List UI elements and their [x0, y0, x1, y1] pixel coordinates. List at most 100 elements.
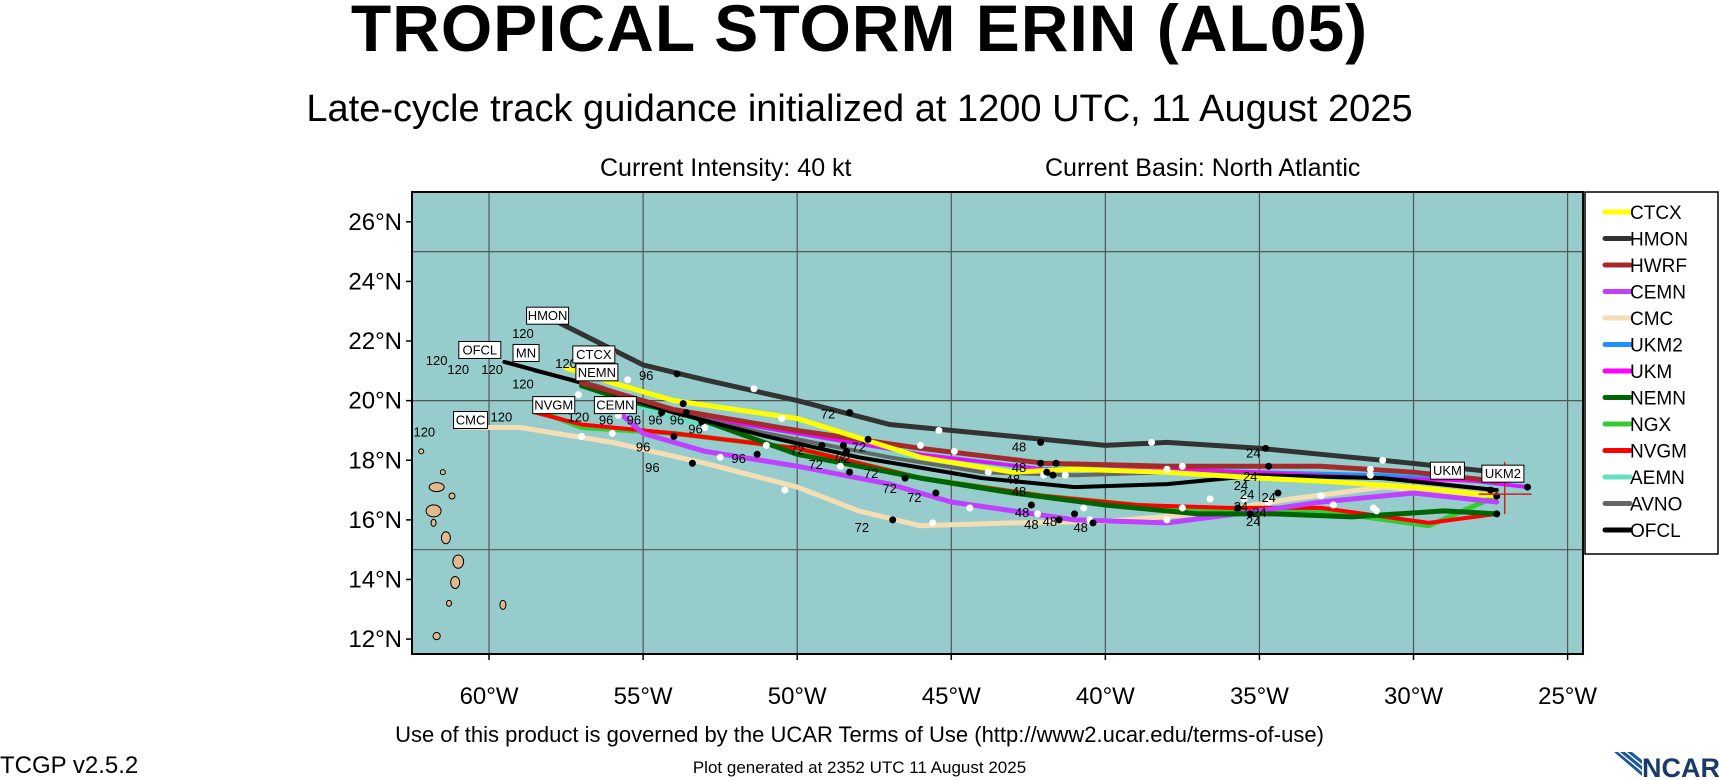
model-label-cemn: CEMN: [593, 396, 637, 415]
island-shape: [418, 448, 425, 455]
track-cemn: [609, 404, 1500, 526]
forecast-hour-label: 72: [808, 457, 822, 472]
model-label-text: CMC: [456, 413, 486, 428]
track-dot-white: [701, 423, 709, 431]
ocean-background: [412, 192, 1583, 654]
track-dot-black: [1027, 501, 1035, 509]
forecast-hour-label: 120: [481, 362, 503, 377]
legend-entry-nvgm: NVGM: [1630, 442, 1687, 463]
model-label-text: UKM2: [1485, 466, 1521, 481]
model-label-ukm: UKM: [1429, 461, 1465, 480]
track-dot-black: [843, 447, 851, 455]
island-shape: [499, 599, 507, 610]
track-hmon: [557, 320, 1500, 475]
forecast-hour-label: 72: [790, 442, 804, 457]
track-dot-black: [1071, 510, 1079, 518]
island-shape: [448, 492, 456, 500]
track-dot-black: [1089, 519, 1097, 527]
track-dot-white: [608, 429, 616, 437]
forecast-hour-label: 96: [645, 460, 659, 475]
model-label-box: [526, 306, 570, 325]
model-label-text: CTCX: [576, 347, 612, 362]
model-label-text: UKM: [1433, 463, 1462, 478]
track-dot-white: [778, 415, 786, 423]
track-dot-white: [1379, 456, 1387, 464]
forecast-hour-label: 24: [1246, 514, 1260, 529]
forecast-hour-label: 72: [882, 481, 896, 496]
track-dot-white: [1061, 471, 1069, 479]
legend-entry-ofcl: OFCL: [1630, 521, 1681, 542]
forecast-hour-label: 48: [1043, 514, 1057, 529]
track-dot-white: [1206, 495, 1214, 503]
track-dot-black: [846, 468, 854, 476]
forecast-hour-label: 24: [1261, 490, 1275, 505]
track-dot-black: [1524, 483, 1532, 491]
forecast-hour-label: 120: [512, 377, 534, 392]
legend-entry-ngx: NGX: [1630, 415, 1672, 436]
track-dot-white: [1178, 462, 1186, 470]
forecast-hour-label: 72: [836, 451, 850, 466]
forecast-hour-label: 72: [907, 490, 921, 505]
legend-entry-ukm: UKM: [1630, 362, 1672, 383]
lat-tick-label: 16°N: [348, 507, 402, 534]
track-dot-black: [818, 441, 826, 449]
track-dot-black: [1055, 516, 1063, 524]
legend-entry-aemn: AEMN: [1630, 468, 1685, 489]
track-dot-black: [682, 409, 690, 417]
track-dot-white: [1034, 510, 1042, 518]
model-label-text: NVGM: [534, 398, 573, 413]
lon-tick-label: 45°W: [922, 683, 981, 710]
lon-tick-label: 25°W: [1538, 683, 1597, 710]
island-shape: [440, 531, 451, 545]
track-dot-white: [577, 432, 585, 440]
track-dot-black: [864, 435, 872, 443]
island-shape: [445, 599, 452, 607]
track-dot-black: [1037, 438, 1045, 446]
forecast-hour-label: 48: [1012, 460, 1026, 475]
island-shape: [425, 504, 442, 518]
track-dot-white: [762, 441, 770, 449]
forecast-hour-label: 24: [1243, 469, 1257, 484]
track-dot-black: [1043, 468, 1051, 476]
forecast-hour-label: 96: [599, 412, 613, 427]
forecast-hour-label: 24: [1234, 499, 1248, 514]
legend-entry-nemn: NEMN: [1630, 389, 1686, 410]
model-label-box: [1429, 461, 1465, 480]
island-shape: [430, 518, 437, 527]
forecast-hour-label: 72: [821, 407, 835, 422]
forecast-hour-label: 72: [852, 439, 866, 454]
track-dot-black: [1246, 510, 1254, 518]
forecast-hour-label: 24: [1234, 478, 1248, 493]
forecast-hour-label: 48: [1015, 505, 1029, 520]
track-dot-white: [1148, 438, 1156, 446]
map-axes: 60°W 55°W 50°W 45°W 40°W 35°W 30°W 25°W 26°N 24°N…: [348, 209, 1597, 710]
generated-timestamp: Plot generated at 2352 UTC 11 August 202…: [692, 758, 1027, 777]
lon-tick-label: 40°W: [1076, 683, 1135, 710]
track-dot-black: [932, 489, 940, 497]
lat-tick-label: 24°N: [348, 268, 402, 295]
lon-tick-label: 60°W: [460, 683, 519, 710]
model-label-box: [458, 340, 502, 359]
track-dot-black: [753, 450, 761, 458]
track-dot-white: [1240, 495, 1248, 503]
model-label-box: [572, 345, 616, 364]
forecast-hour-label: 120: [447, 362, 469, 377]
forecast-hour-label: 96: [648, 412, 662, 427]
forecast-hour-label: 24: [1246, 445, 1260, 460]
track-dot-black: [1274, 489, 1282, 497]
legend-entry-hwrf: HWRF: [1630, 256, 1687, 277]
forecast-hour-label: 120: [555, 356, 577, 371]
track-dot-black: [698, 418, 706, 426]
track-dot-black: [1049, 471, 1057, 479]
track-dot-black: [1037, 459, 1045, 467]
lon-tick-label: 35°W: [1230, 683, 1289, 710]
track-dot-white: [916, 441, 924, 449]
model-label-box: [575, 363, 619, 382]
model-label-nvgm: NVGM: [532, 396, 576, 415]
lat-tick-label: 12°N: [348, 626, 402, 653]
legend-entry-hmon: HMON: [1630, 230, 1688, 251]
track-dot-white: [1366, 465, 1374, 473]
model-label-ctcx: CTCX: [572, 345, 616, 364]
forecast-hour-label: 48: [1012, 484, 1026, 499]
terms-of-use-text: Use of this product is governed by the U…: [395, 722, 1324, 747]
